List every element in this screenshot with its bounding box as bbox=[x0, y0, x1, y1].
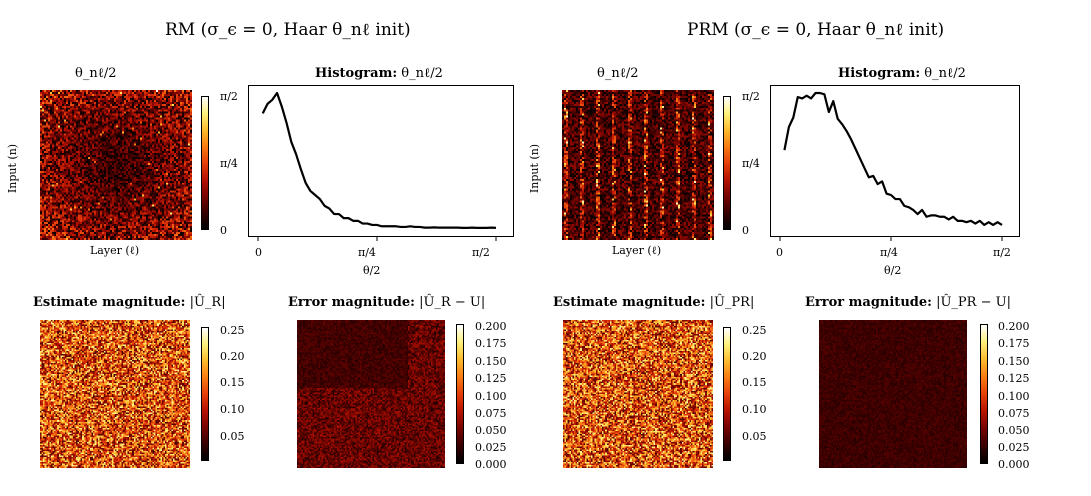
colorbar-tick: 0.05 bbox=[742, 430, 767, 443]
colorbar-tick: 0.05 bbox=[220, 430, 245, 443]
colorbar-tick: π/4 bbox=[742, 157, 760, 170]
right-hist-xtick: π/2 bbox=[993, 246, 1011, 259]
right-error-title-bold: Error magnitude: bbox=[805, 295, 932, 310]
left-estimate-title-rest: |Û_R| bbox=[189, 295, 226, 310]
left-panel-title: RM (σ_ϵ = 0, Haar θ_nℓ init) bbox=[165, 20, 411, 40]
right-histogram-axes-frame bbox=[770, 85, 1020, 237]
right-heatmap-ylabel: Input (n) bbox=[528, 143, 542, 194]
right-error-title: Error magnitude: |Û_PR − U| bbox=[805, 295, 1011, 310]
right-heatmap-title: θ_nℓ/2 bbox=[597, 66, 639, 81]
colorbar-tick: 0.100 bbox=[998, 390, 1030, 403]
left-hist-xtick: π/4 bbox=[358, 246, 376, 259]
left-error-title: Error magnitude: |Û_R − U| bbox=[288, 295, 485, 310]
left-histogram-axes-frame bbox=[248, 85, 514, 237]
left-heatmap-title: θ_nℓ/2 bbox=[75, 66, 117, 81]
colorbar-tick: 0.125 bbox=[998, 372, 1030, 385]
colorbar-tick: 0.200 bbox=[998, 320, 1030, 333]
colorbar-tick: 0.000 bbox=[475, 458, 507, 471]
left-histogram-title-rest: θ_nℓ/2 bbox=[401, 66, 443, 81]
right-hist-xlabel: θ/2 bbox=[884, 264, 902, 277]
left-histogram-plot bbox=[248, 85, 514, 241]
right-estimate-title-rest: |Û_PR| bbox=[709, 295, 755, 310]
right-error-colorbar bbox=[980, 324, 988, 464]
colorbar-tick: 0.10 bbox=[742, 403, 767, 416]
colorbar-tick: 0.200 bbox=[475, 320, 507, 333]
left-histogram-title: Histogram: θ_nℓ/2 bbox=[315, 65, 443, 81]
right-theta-colorbar bbox=[723, 96, 731, 230]
right-hist-xtick: 0 bbox=[776, 246, 783, 259]
right-panel-title: PRM (σ_ϵ = 0, Haar θ_nℓ init) bbox=[687, 20, 945, 40]
right-estimate-title-bold: Estimate magnitude: bbox=[553, 295, 706, 310]
colorbar-tick: 0.25 bbox=[220, 324, 245, 337]
colorbar-tick: 0.15 bbox=[220, 376, 245, 389]
colorbar-tick: 0.025 bbox=[998, 441, 1030, 454]
right-hist-xtick: π/4 bbox=[880, 246, 898, 259]
left-estimate-heatmap bbox=[40, 320, 190, 468]
left-hist-xtick: π/2 bbox=[472, 246, 490, 259]
colorbar-tick: 0.100 bbox=[475, 390, 507, 403]
left-estimate-title: Estimate magnitude: |Û_R| bbox=[33, 295, 226, 310]
right-heatmap-xlabel: Layer (ℓ) bbox=[612, 244, 662, 257]
left-histogram-series-line bbox=[261, 91, 497, 230]
colorbar-tick: 0.050 bbox=[475, 424, 507, 437]
right-estimate-title: Estimate magnitude: |Û_PR| bbox=[553, 295, 754, 310]
colorbar-tick: 0.20 bbox=[742, 350, 767, 363]
left-histogram-title-bold: Histogram: bbox=[315, 66, 398, 81]
colorbar-tick: 0.000 bbox=[998, 458, 1030, 471]
left-theta-colorbar bbox=[201, 96, 209, 230]
right-histogram-title-rest: θ_nℓ/2 bbox=[924, 66, 966, 81]
right-histogram-series-line bbox=[783, 91, 1003, 227]
colorbar-tick: π/2 bbox=[220, 90, 238, 103]
right-theta-heatmap bbox=[562, 90, 714, 240]
colorbar-tick: 0.150 bbox=[475, 355, 507, 368]
colorbar-tick: 0.10 bbox=[220, 403, 245, 416]
left-error-title-bold: Error magnitude: bbox=[288, 295, 415, 310]
right-histogram-title-bold: Histogram: bbox=[838, 66, 921, 81]
right-estimate-colorbar bbox=[723, 327, 731, 461]
left-heatmap-xlabel: Layer (ℓ) bbox=[90, 244, 140, 257]
colorbar-tick: 0.025 bbox=[475, 441, 507, 454]
colorbar-tick: 0.150 bbox=[998, 355, 1030, 368]
right-error-title-rest: |Û_PR − U| bbox=[936, 295, 1011, 310]
left-estimate-colorbar bbox=[201, 327, 209, 461]
colorbar-tick: 0.175 bbox=[998, 337, 1030, 350]
colorbar-tick: 0.175 bbox=[475, 337, 507, 350]
colorbar-tick: π/2 bbox=[742, 90, 760, 103]
colorbar-tick: 0.050 bbox=[998, 424, 1030, 437]
colorbar-tick: 0.15 bbox=[742, 376, 767, 389]
left-theta-heatmap bbox=[40, 90, 192, 240]
colorbar-tick: 0.125 bbox=[475, 372, 507, 385]
colorbar-tick: π/4 bbox=[220, 157, 238, 170]
left-hist-xtick: 0 bbox=[255, 246, 262, 259]
left-hist-xlabel: θ/2 bbox=[363, 264, 381, 277]
right-histogram-title: Histogram: θ_nℓ/2 bbox=[838, 65, 966, 81]
left-error-colorbar bbox=[456, 324, 464, 464]
colorbar-tick: 0 bbox=[742, 224, 749, 237]
right-error-heatmap bbox=[819, 320, 967, 468]
right-estimate-heatmap bbox=[563, 320, 713, 468]
left-error-heatmap bbox=[297, 320, 445, 468]
colorbar-tick: 0.25 bbox=[742, 324, 767, 337]
colorbar-tick: 0.20 bbox=[220, 350, 245, 363]
colorbar-tick: 0 bbox=[220, 224, 227, 237]
left-error-title-rest: |Û_R − U| bbox=[419, 295, 486, 310]
colorbar-tick: 0.075 bbox=[998, 407, 1030, 420]
colorbar-tick: 0.075 bbox=[475, 407, 507, 420]
left-estimate-title-bold: Estimate magnitude: bbox=[33, 295, 186, 310]
right-histogram-plot bbox=[770, 85, 1020, 241]
left-heatmap-ylabel: Input (n) bbox=[6, 143, 20, 194]
